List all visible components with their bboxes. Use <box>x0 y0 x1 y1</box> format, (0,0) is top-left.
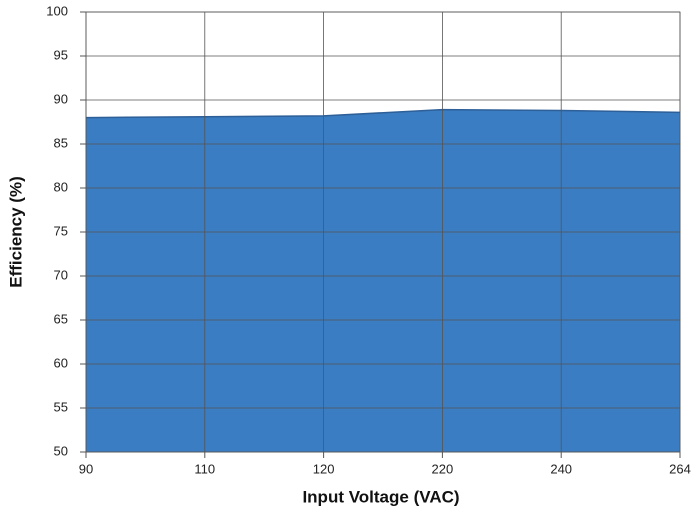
area-edge <box>85 108 681 119</box>
area <box>86 109 680 453</box>
y-tick-label: 90 <box>54 91 68 106</box>
x-tick-label: 220 <box>432 461 454 476</box>
y-tick-label: 65 <box>54 311 68 326</box>
y-axis-title: Efficiency (%) <box>6 176 25 287</box>
y-tick-label: 60 <box>54 355 68 370</box>
y-tick-label: 50 <box>54 443 68 458</box>
x-tick-label: 120 <box>313 461 335 476</box>
y-tick-label: 100 <box>46 3 68 18</box>
plot-frame <box>85 11 681 453</box>
y-tick-label: 75 <box>54 223 68 238</box>
x-axis-title: Input Voltage (VAC) <box>302 487 459 506</box>
x-tick-label: 110 <box>194 461 215 476</box>
y-tick-label: 70 <box>54 267 68 282</box>
x-tick-label: 90 <box>79 461 93 476</box>
y-tick-label: 80 <box>54 179 68 194</box>
x-tick-label: 264 <box>669 461 691 476</box>
y-tick-label: 55 <box>54 399 68 414</box>
y-tick-label: 95 <box>54 47 68 62</box>
x-tick-label: 240 <box>550 461 572 476</box>
y-tick-label: 85 <box>54 135 68 150</box>
